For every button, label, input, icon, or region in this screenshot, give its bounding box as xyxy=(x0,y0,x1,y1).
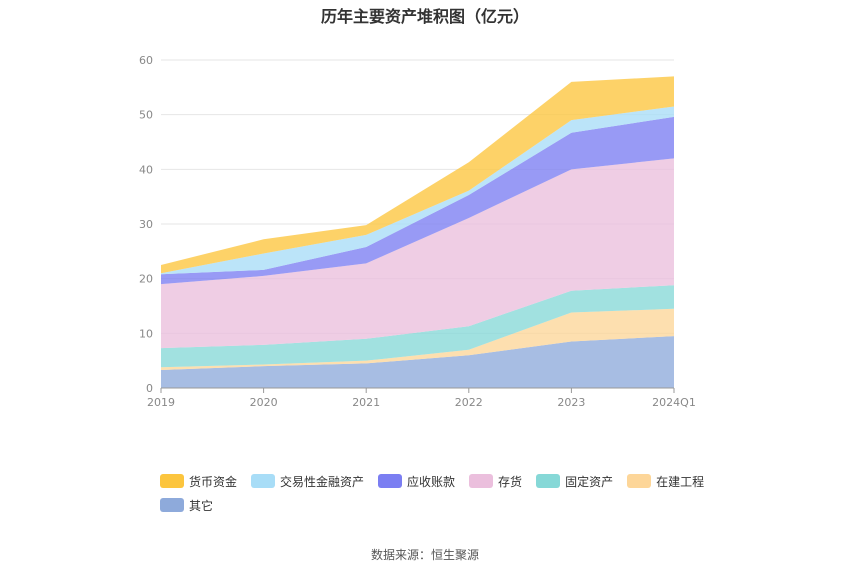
legend-label: 在建工程 xyxy=(656,474,705,489)
legend-label: 其它 xyxy=(189,498,214,513)
area-series xyxy=(161,76,674,388)
x-tick-label: 2020 xyxy=(250,396,278,409)
legend-swatch xyxy=(160,498,184,512)
area-3 xyxy=(161,158,674,349)
legend-item[interactable]: 在建工程 xyxy=(627,473,704,489)
legend-label: 存货 xyxy=(498,474,523,489)
area-4 xyxy=(161,116,674,285)
legend-item[interactable]: 固定资产 xyxy=(536,473,613,489)
legend-item[interactable]: 应收账款 xyxy=(378,473,455,489)
legend: 货币资金 交易性金融资产 应收账款 存货 固定资产 在建工程其它 xyxy=(160,473,720,513)
legend-swatch xyxy=(627,474,652,488)
legend-swatch xyxy=(469,474,494,488)
x-tick-label: 2024Q1 xyxy=(652,396,696,409)
legend-swatch xyxy=(378,474,403,488)
legend-label: 交易性金融资产 xyxy=(280,474,365,489)
chart-title: 历年主要资产堆积图（亿元） xyxy=(320,7,529,26)
x-tick-label: 2021 xyxy=(352,396,380,409)
y-tick-label: 60 xyxy=(139,54,153,67)
x-tick-label: 2019 xyxy=(147,396,175,409)
legend-item[interactable]: 其它 xyxy=(160,497,213,513)
legend-swatch xyxy=(536,474,561,488)
y-tick-label: 50 xyxy=(139,109,153,122)
legend-item[interactable]: 存货 xyxy=(469,473,522,489)
y-tick-label: 10 xyxy=(139,327,153,340)
legend-label: 货币资金 xyxy=(189,474,238,489)
legend-swatch xyxy=(160,474,184,488)
area-1 xyxy=(161,308,674,370)
legend-item[interactable]: 交易性金融资产 xyxy=(251,473,364,489)
area-2 xyxy=(161,285,674,368)
y-tick-label: 20 xyxy=(139,273,153,286)
data-source: 数据来源：恒生聚源 xyxy=(370,548,479,562)
legend-swatch xyxy=(251,474,276,488)
y-tick-label: 0 xyxy=(146,382,153,395)
legend-item[interactable]: 货币资金 xyxy=(160,473,237,489)
area-0 xyxy=(161,336,674,388)
area-5 xyxy=(161,106,674,275)
x-tick-label: 2023 xyxy=(557,396,585,409)
legend-label: 应收账款 xyxy=(407,474,456,489)
legend-label: 固定资产 xyxy=(565,474,614,489)
y-tick-label: 40 xyxy=(139,163,153,176)
x-tick-label: 2022 xyxy=(455,396,483,409)
y-tick-label: 30 xyxy=(139,218,153,231)
area-6 xyxy=(161,76,674,274)
axes: 0 10 20 30 40 50 60 2019 2020 2021 2022 2023 2024Q1 xyxy=(139,54,696,409)
